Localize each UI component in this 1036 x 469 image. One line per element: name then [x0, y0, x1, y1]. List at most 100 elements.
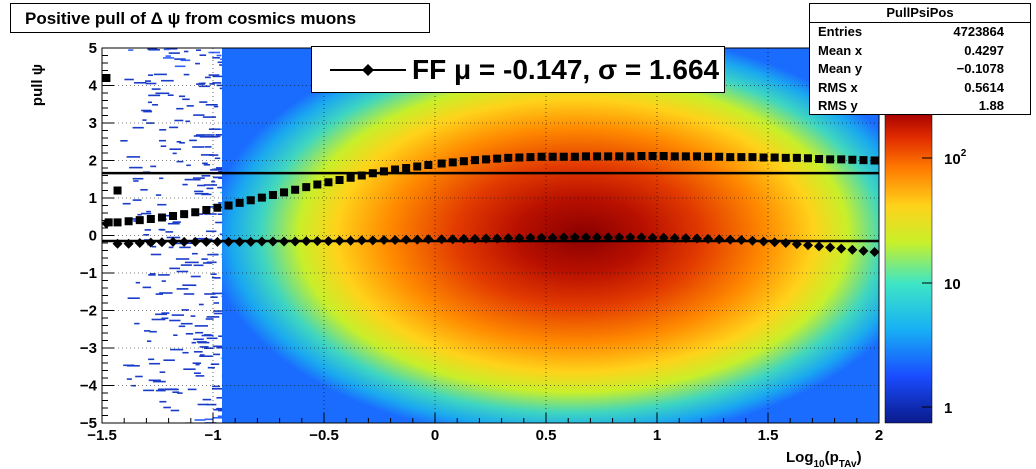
profile-point-diamond [658, 232, 669, 243]
x-tick-label: 0.5 [536, 427, 557, 444]
profile-point-square [291, 185, 300, 194]
profile-point-diamond [825, 242, 836, 253]
profile-point-square [402, 164, 411, 172]
profile-point-diamond [769, 237, 780, 248]
profile-point-diamond [356, 235, 367, 246]
profile-point-square [113, 186, 122, 195]
profile-point-diamond [190, 236, 201, 247]
x-tick-label: 1.5 [758, 427, 779, 444]
profile-point-square [870, 156, 879, 165]
legend-box: FF μ = -0.147, σ = 1.664 [311, 46, 725, 93]
profile-point-square [670, 152, 679, 161]
profile-point-diamond [714, 234, 725, 245]
profile-point-diamond [625, 232, 636, 243]
profile-point-square [548, 152, 557, 161]
profile-point-diamond [525, 232, 536, 243]
profile-point-diamond [858, 245, 869, 256]
profile-point-square [648, 152, 657, 160]
profile-point-square [537, 152, 546, 161]
profile-point-square [626, 152, 635, 161]
profile-point-diamond [168, 236, 179, 247]
stats-value: 1.88 [978, 98, 1004, 113]
profile-point-square [559, 152, 568, 161]
profile-point-square [792, 153, 801, 162]
profile-point-diamond [747, 235, 758, 246]
profile-point-square [493, 154, 502, 163]
profile-point-diamond [447, 234, 458, 245]
y-tick-label: −1 [80, 265, 97, 282]
x-tick-label: −0.5 [309, 427, 339, 444]
profile-point-square [257, 193, 266, 202]
profile-point-square [413, 162, 422, 171]
profile-point-diamond [290, 236, 301, 247]
profile-point-diamond [458, 233, 469, 244]
profile-point-square [235, 198, 244, 207]
x-tick-label: −1.5 [87, 427, 117, 444]
profile-point-diamond [503, 233, 514, 244]
profile-point-square [770, 153, 779, 162]
profile-point-square [302, 183, 311, 192]
profile-point-square [681, 152, 690, 161]
profile-point-diamond [647, 232, 658, 243]
profile-point-square [593, 152, 602, 161]
profile-point-square [246, 196, 255, 205]
profile-point-square [781, 153, 790, 162]
profile-point-diamond [847, 244, 858, 255]
profile-point-square [504, 153, 513, 162]
profile-point-diamond [301, 236, 312, 247]
profile-point-square [526, 153, 535, 162]
profile-point-square [615, 152, 624, 161]
profile-point-square [346, 173, 355, 182]
profile-point-diamond [201, 236, 212, 247]
legend-text: FF μ = -0.147, σ = 1.664 [412, 54, 720, 85]
stats-label: Entries [818, 24, 863, 39]
profile-point-diamond [179, 236, 190, 247]
profile-point-square [135, 216, 144, 225]
profile-point-diamond [469, 233, 480, 244]
chart-title: Positive pull of Δ ψ from cosmics muons [10, 3, 430, 33]
stats-row: Mean x 0.4297 [810, 42, 1030, 61]
profile-point-diamond [569, 232, 580, 243]
profile-point-diamond [345, 235, 356, 246]
x-tick-label: 1 [653, 427, 661, 444]
profile-point-diamond [156, 237, 167, 248]
y-tick-label: 2 [89, 153, 97, 170]
profile-point-square [202, 206, 211, 214]
profile-point-square [459, 157, 468, 166]
stats-name: PullPsiPos [810, 4, 1030, 23]
z-tick-label: 102 [944, 148, 967, 168]
y-tick-label: −4 [80, 378, 98, 395]
stats-label: RMS y [818, 98, 858, 113]
y-tick-label: 5 [89, 40, 97, 57]
profile-point-diamond [312, 236, 323, 247]
profile-point-diamond [514, 233, 525, 244]
profile-point-diamond [680, 233, 691, 244]
profile-point-diamond [558, 232, 569, 243]
profile-point-diamond [401, 234, 412, 245]
profile-point-square [224, 201, 233, 210]
legend-marker [330, 64, 406, 76]
profile-point-square [368, 169, 377, 178]
profile-point-diamond [836, 243, 847, 254]
stats-value: −0.1078 [956, 61, 1004, 76]
profile-point-diamond [223, 236, 234, 247]
profile-point-diamond [481, 233, 492, 244]
z-tick-label: 1 [944, 400, 952, 417]
y-tick-label: −3 [80, 340, 97, 357]
profile-point-diamond [412, 234, 423, 245]
profile-point-diamond [279, 236, 290, 247]
x-tick-label: −1 [204, 427, 221, 444]
profile-point-square [581, 152, 590, 161]
stats-value: 4723864 [953, 24, 1004, 39]
profile-point-square [604, 152, 613, 161]
profile-point-square [515, 153, 524, 162]
profile-point-square [379, 167, 388, 176]
profile-point-diamond [134, 238, 145, 248]
profile-point-diamond [267, 236, 278, 247]
stats-row: Mean y −0.1078 [810, 60, 1030, 79]
profile-point-diamond [603, 232, 614, 243]
profile-point-square [692, 152, 701, 161]
profile-point-square [470, 156, 479, 165]
profile-point-square [180, 210, 189, 219]
